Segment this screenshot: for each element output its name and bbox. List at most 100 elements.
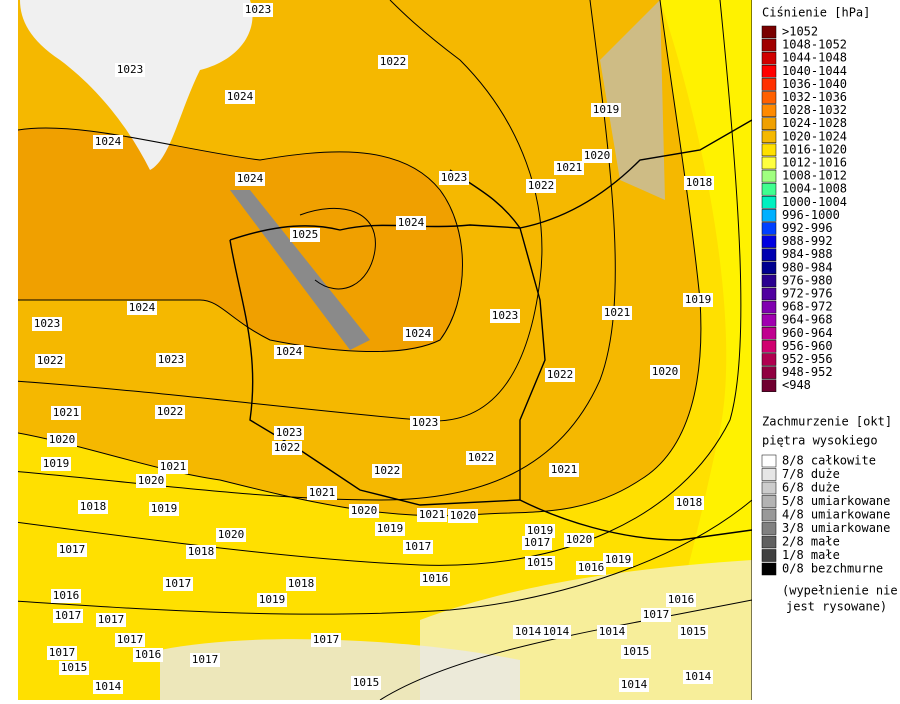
- pressure-label: 964-968: [782, 313, 833, 327]
- isobar-label-bg: [351, 676, 381, 690]
- isobar-label-bg: [127, 301, 157, 315]
- isobar-label: 1018: [188, 545, 215, 558]
- cloud-label: 4/8 umiarkowane: [782, 508, 890, 522]
- isobar-label-bg: [602, 306, 632, 320]
- isobar-label: 1017: [165, 577, 192, 590]
- isobar-label: 1020: [49, 433, 76, 446]
- isobar-label-bg: [674, 496, 704, 510]
- isobar-label: 1014: [543, 625, 570, 638]
- pressure-swatch: [761, 379, 777, 392]
- isobar-label-bg: [684, 176, 714, 190]
- legend: Ciśnienie [hPa] Zachmurzenie [okt] piętr…: [761, 6, 898, 614]
- isobar-label-bg: [666, 593, 696, 607]
- pressure-label: 1040-1044: [782, 64, 847, 78]
- isobar-label: 1021: [419, 508, 446, 521]
- pressure-label: 992-996: [782, 221, 833, 235]
- cloud-area: [20, 0, 253, 170]
- cloud-label: 7/8 duże: [782, 467, 840, 481]
- isobar-label-bg: [678, 625, 708, 639]
- isobar-label: 1016: [422, 572, 449, 585]
- cloud-label: 3/8 umiarkowane: [782, 521, 890, 535]
- pressure-label: 1036-1040: [782, 77, 847, 91]
- isobar-label: 1020: [566, 533, 593, 546]
- isobar: [0, 0, 616, 501]
- isobar-label: 1017: [524, 536, 551, 549]
- isobar-label-bg: [375, 522, 405, 536]
- isobar-label: 1019: [151, 502, 178, 515]
- pressure-label: >1052: [782, 25, 818, 39]
- pressure-label: 988-992: [782, 234, 833, 248]
- pressure-label: 980-984: [782, 260, 833, 274]
- border: [229, 224, 546, 500]
- isobar-label-bg: [225, 90, 255, 104]
- isobar-label-bg: [272, 441, 302, 455]
- isobar-label: 1022: [157, 405, 184, 418]
- isobar-label: 1022: [468, 451, 495, 464]
- pressure-label: 1024-1028: [782, 116, 847, 130]
- isobar-label-bg: [564, 533, 594, 547]
- cloud-label: 5/8 umiarkowane: [782, 494, 890, 508]
- isobar-label: 1025: [292, 228, 319, 241]
- isobar-label-bg: [420, 572, 450, 586]
- isobar: [0, 0, 702, 517]
- pressure-swatch: [761, 287, 777, 301]
- isobar-label-bg: [257, 593, 287, 607]
- pressure-swatch: [761, 235, 777, 248]
- isobar-label-bg: [93, 680, 123, 694]
- isobar-label: 1015: [623, 645, 650, 658]
- isobar-label: 1021: [604, 306, 631, 319]
- pressure-swatch: [761, 353, 777, 366]
- cloud-label: 1/8 małe: [782, 548, 840, 562]
- pressure-label: 1020-1024: [782, 129, 847, 143]
- isobar-label-bg: [591, 103, 621, 117]
- pressure-swatch: [761, 327, 777, 340]
- cloud-legend-note: (wypełnienie nie: [782, 584, 898, 598]
- isobar-label: 1015: [680, 625, 707, 638]
- isobar-label: 1020: [138, 474, 165, 487]
- isobar-label: 1023: [34, 317, 61, 330]
- cloud-swatch: [761, 549, 777, 562]
- pressure-label: 1004-1008: [782, 182, 847, 196]
- isobar-label: 1018: [80, 500, 107, 513]
- isobar-label-bg: [603, 553, 633, 567]
- pressure-label: 1008-1012: [782, 169, 847, 183]
- isobar-label-bg: [311, 633, 341, 647]
- isobar-label: 1017: [405, 540, 432, 553]
- isobar-label: 1018: [288, 577, 315, 590]
- pressure-label: <948: [782, 378, 811, 392]
- isobar-label: 1023: [412, 416, 439, 429]
- isobar: [0, 499, 753, 615]
- pressure-swatch: [761, 143, 777, 157]
- pressure-swatch: [761, 222, 777, 235]
- pressure-label: 1028-1032: [782, 103, 847, 117]
- isobar-label-bg: [274, 345, 304, 359]
- isobar-label: 1016: [668, 593, 695, 606]
- isobar-label-bg: [619, 678, 649, 692]
- isobar-label: 1019: [377, 522, 404, 535]
- isobar: [379, 599, 753, 701]
- isobar-label-bg: [554, 161, 584, 175]
- isobar-label: 1022: [37, 354, 64, 367]
- cloud-legend-title: Zachmurzenie [okt]: [762, 415, 892, 429]
- isobar-label-bg: [149, 502, 179, 516]
- isobar-label-bg: [274, 426, 304, 440]
- isobar-label-bg: [158, 460, 188, 474]
- pressure-swatch: [761, 248, 777, 261]
- isobar-label-bg: [190, 653, 220, 667]
- zone-1024-1028: [18, 127, 463, 352]
- isobar-label-bg: [597, 625, 627, 639]
- pressure-swatch: [761, 182, 777, 196]
- isobar-label-bg: [57, 543, 87, 557]
- isobar-label: 1021: [160, 460, 187, 473]
- cloud-swatch: [761, 481, 777, 495]
- isobar-label: 1023: [245, 3, 272, 16]
- isobar-label: 1020: [652, 365, 679, 378]
- isobar-label-bg: [51, 589, 81, 603]
- pressure-swatch: [761, 209, 777, 222]
- isobar-label-bg: [41, 457, 71, 471]
- isobar-label: 1017: [55, 609, 82, 622]
- isobar-label: 1014: [621, 678, 648, 691]
- isobar-label-bg: [47, 646, 77, 660]
- isobar-label-bg: [403, 327, 433, 341]
